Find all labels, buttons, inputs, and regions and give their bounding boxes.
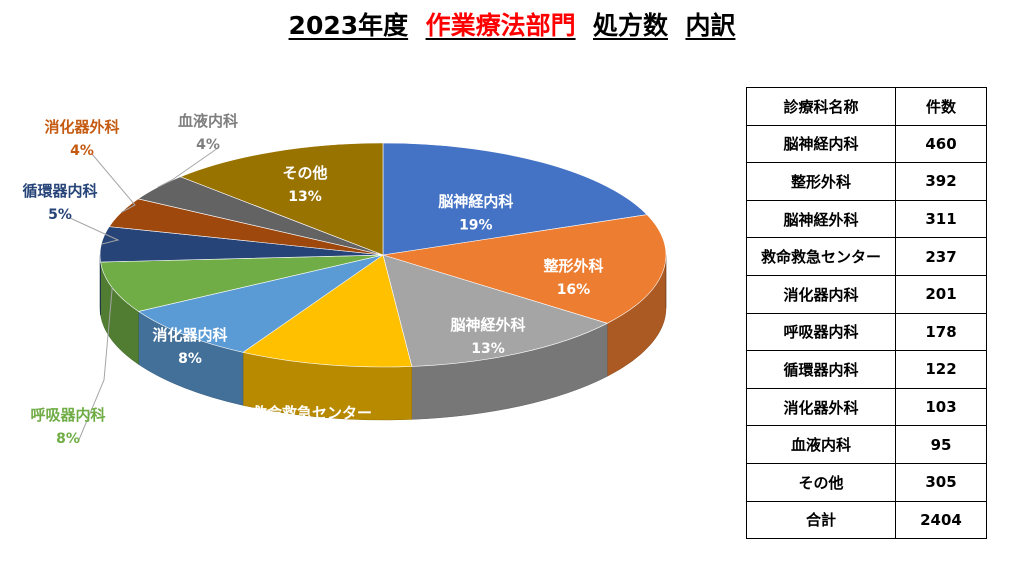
slice-label-8: 血液内科 [178, 112, 238, 130]
table-row: その他 305 [746, 462, 987, 502]
leader-line-7 [91, 153, 136, 213]
data-table: 診療科名称 件数 脳神経内科 460 整形外科 392 脳神経外科 311 救命救急セ… [746, 87, 987, 540]
slice-label-9: その他 [282, 164, 327, 182]
table-row: 呼吸器内科 178 [746, 312, 987, 352]
table-header-row: 診療科名称 件数 [746, 87, 987, 126]
table-cell-department: 血液内科 [746, 425, 896, 464]
table-row: 脳神経外科 311 [746, 199, 987, 239]
table-cell-count: 122 [895, 350, 987, 389]
table-row: 消化器内科 201 [746, 274, 987, 314]
table-cell-count: 392 [895, 162, 987, 201]
slice-percent-7: 4% [70, 143, 94, 159]
chart-title: 2023年度 作業療法部門 処方数 内訳 [0, 6, 1024, 42]
leader-line-6 [69, 217, 120, 245]
table-row: 整形外科 392 [746, 162, 987, 201]
leader-lines [69, 147, 219, 443]
table-total-value: 2404 [895, 500, 987, 540]
title-year: 2023年度 [288, 11, 409, 40]
slice-percent-4: 8% [178, 351, 202, 367]
table-cell-department: 救命救急センター [746, 237, 896, 276]
table-cell-count: 460 [895, 124, 987, 164]
slice-percent-2: 13% [471, 341, 505, 357]
table-cell-department: 脳神経外科 [746, 199, 896, 239]
pie-slice-3 [242, 254, 413, 368]
table-header-department: 診療科名称 [746, 87, 896, 126]
slice-label-6: 循環器内科 [22, 182, 97, 200]
table-row: 血液内科 95 [746, 425, 987, 464]
table-cell-department: その他 [746, 462, 896, 502]
slice-label-7: 消化器外科 [44, 118, 119, 136]
slice-label-1: 整形外科 [543, 257, 603, 275]
title-breakdown: 内訳 [685, 11, 736, 40]
table-cell-department: 脳神経内科 [746, 124, 896, 164]
leader-line-5 [77, 287, 113, 443]
leader-line-8 [157, 147, 219, 188]
pie-slice-9 [179, 142, 384, 256]
slice-percent-3: 10% [295, 429, 329, 445]
table-total-row: 合計 2404 [746, 500, 987, 540]
table-cell-department: 消化器外科 [746, 387, 896, 427]
slice-percent-6: 5% [48, 207, 72, 223]
table-row: 循環器内科 122 [746, 350, 987, 389]
table-total-label: 合計 [746, 500, 896, 540]
table-cell-department: 呼吸器内科 [746, 312, 896, 352]
table-cell-department: 整形外科 [746, 162, 896, 201]
pie-side-6 [99, 254, 101, 316]
slice-percent-0: 19% [459, 217, 493, 233]
table-cell-count: 237 [895, 237, 987, 276]
slice-label-0: 脳神経内科 [438, 192, 513, 210]
slice-percent-8: 4% [196, 137, 220, 153]
table-row: 消化器外科 103 [746, 387, 987, 427]
table-row: 救命救急センター 237 [746, 237, 987, 276]
slice-label-3: 救命救急センター [252, 404, 372, 422]
title-department: 作業療法部門 [425, 11, 576, 40]
pie-slice-0 [382, 142, 648, 256]
title-prescriptions: 処方数 [593, 11, 669, 40]
table-cell-count: 311 [895, 199, 987, 239]
pie-sides [99, 254, 667, 421]
slice-label-2: 脳神経外科 [450, 316, 525, 334]
table-header-count: 件数 [895, 87, 987, 126]
pie-slice-2 [382, 254, 609, 367]
slice-percent-9: 13% [288, 189, 322, 205]
slice-percent-5: 8% [56, 431, 80, 447]
table-cell-count: 201 [895, 274, 987, 314]
slice-labels: 脳神経内科 19% 整形外科 16% 脳神経外科 13% 救命救急センター 10% 消化器内科 8… [22, 112, 603, 447]
slice-label-5: 呼吸器内科 [30, 406, 105, 424]
pie-slice-1 [382, 214, 667, 324]
slice-label-4: 消化器内科 [152, 326, 227, 344]
table-cell-count: 305 [895, 462, 987, 502]
table-cell-count: 103 [895, 387, 987, 427]
table-cell-count: 178 [895, 312, 987, 352]
table-cell-count: 95 [895, 425, 987, 464]
pie-tops [99, 142, 667, 368]
pie-slice-4 [137, 254, 384, 353]
slice-percent-1: 16% [557, 282, 591, 298]
pie-chart: 脳神経内科 19% 整形外科 16% 脳神経外科 13% 救命救急センター 10% 消化器内科 8… [22, 112, 667, 447]
table-row: 脳神経内科 460 [746, 124, 987, 164]
table-cell-department: 消化器内科 [746, 274, 896, 314]
table-cell-department: 循環器内科 [746, 350, 896, 389]
